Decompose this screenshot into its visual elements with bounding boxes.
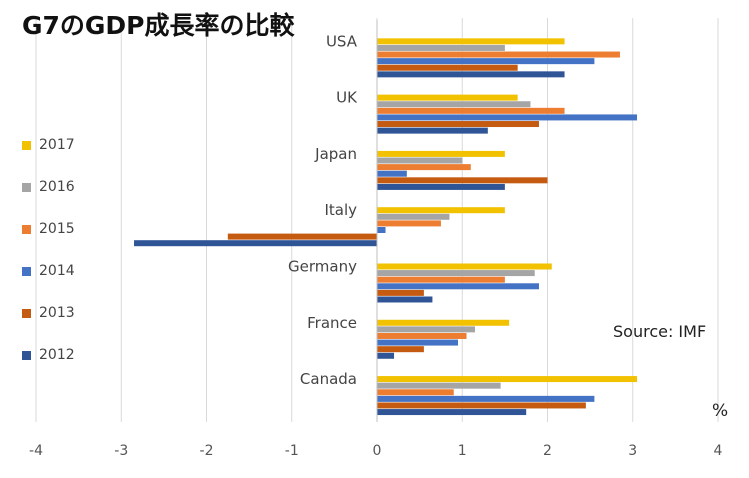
x-tick-label: -3: [114, 443, 128, 459]
bar-uk-2017: [377, 94, 518, 101]
bar-france-2014: [377, 339, 458, 346]
bar-japan-2016: [377, 157, 463, 164]
x-tick-label: -1: [285, 443, 299, 459]
bar-canada-2012: [377, 409, 527, 416]
bar-japan-2014: [377, 170, 407, 177]
bar-japan-2012: [377, 183, 505, 190]
bar-canada-2017: [377, 376, 638, 383]
category-label: UK: [336, 89, 358, 107]
category-label: Italy: [324, 201, 357, 219]
bar-germany-2016: [377, 270, 535, 277]
bar-uk-2013: [377, 121, 539, 128]
bar-uk-2016: [377, 101, 531, 108]
bar-germany-2015: [377, 276, 505, 283]
legend-label-2017: 2017: [39, 137, 75, 153]
bar-canada-2016: [377, 382, 501, 389]
legend: 2017 2016 2015 2014 2013 2012: [22, 124, 75, 376]
legend-item-2012: 2012: [22, 334, 75, 376]
legend-item-2017: 2017: [22, 124, 75, 166]
bar-usa-2013: [377, 64, 518, 71]
legend-label-2012: 2012: [39, 347, 75, 363]
bar-germany-2013: [377, 289, 424, 296]
x-tick-label: -4: [29, 443, 43, 459]
bar-france-2013: [377, 346, 424, 353]
legend-swatch-2014: [22, 266, 31, 276]
legend-label-2014: 2014: [39, 263, 75, 279]
legend-swatch-2017: [22, 140, 31, 150]
x-tick-label: 2: [543, 443, 552, 459]
category-label: Germany: [288, 257, 357, 275]
bar-usa-2016: [377, 44, 505, 51]
legend-swatch-2016: [22, 182, 31, 192]
category-label: USA: [326, 32, 358, 50]
bar-usa-2017: [377, 38, 565, 45]
legend-swatch-2012: [22, 350, 31, 360]
x-tick-label: 0: [373, 443, 382, 459]
category-label: Japan: [314, 145, 357, 163]
bar-germany-2014: [377, 283, 539, 290]
bar-france-2017: [377, 319, 510, 326]
legend-label-2015: 2015: [39, 221, 75, 237]
bar-japan-2017: [377, 150, 505, 157]
legend-label-2013: 2013: [39, 305, 75, 321]
bar-usa-2015: [377, 51, 620, 58]
bar-france-2012: [377, 352, 395, 359]
bar-canada-2013: [377, 402, 586, 409]
chart-title: G7のGDP成長率の比較: [22, 11, 295, 40]
legend-swatch-2015: [22, 224, 31, 234]
legend-item-2014: 2014: [22, 250, 75, 292]
legend-item-2013: 2013: [22, 292, 75, 334]
bar-italy-2014: [377, 227, 386, 233]
bar-uk-2014: [377, 114, 638, 121]
category-label: France: [307, 314, 357, 332]
bar-uk-2012: [377, 127, 488, 134]
legend-swatch-2013: [22, 308, 31, 318]
x-tick-label: 1: [458, 443, 467, 459]
x-tick-label: 3: [628, 443, 637, 459]
source-note: Source: IMF: [613, 322, 707, 341]
category-label: Canada: [300, 370, 357, 388]
legend-item-2015: 2015: [22, 208, 75, 250]
bar-germany-2012: [377, 296, 433, 303]
bar-canada-2014: [377, 395, 595, 402]
bar-italy-2016: [377, 213, 450, 220]
bar-uk-2015: [377, 107, 565, 114]
bar-germany-2017: [377, 263, 552, 270]
bar-japan-2015: [377, 164, 471, 171]
bar-usa-2014: [377, 58, 595, 65]
bar-italy-2015: [377, 220, 441, 227]
bar-japan-2013: [377, 177, 548, 184]
x-tick-label: 4: [714, 443, 723, 459]
bar-france-2016: [377, 326, 476, 333]
legend-label-2016: 2016: [39, 179, 75, 195]
bar-canada-2015: [377, 389, 454, 396]
bar-usa-2012: [377, 71, 565, 78]
bar-italy-2012: [134, 240, 377, 247]
bar-italy-2013: [227, 233, 377, 240]
unit-label: %: [712, 401, 729, 421]
bar-italy-2017: [377, 207, 505, 214]
bar-france-2015: [377, 332, 467, 339]
x-tick-label: -2: [200, 443, 214, 459]
legend-item-2016: 2016: [22, 166, 75, 208]
